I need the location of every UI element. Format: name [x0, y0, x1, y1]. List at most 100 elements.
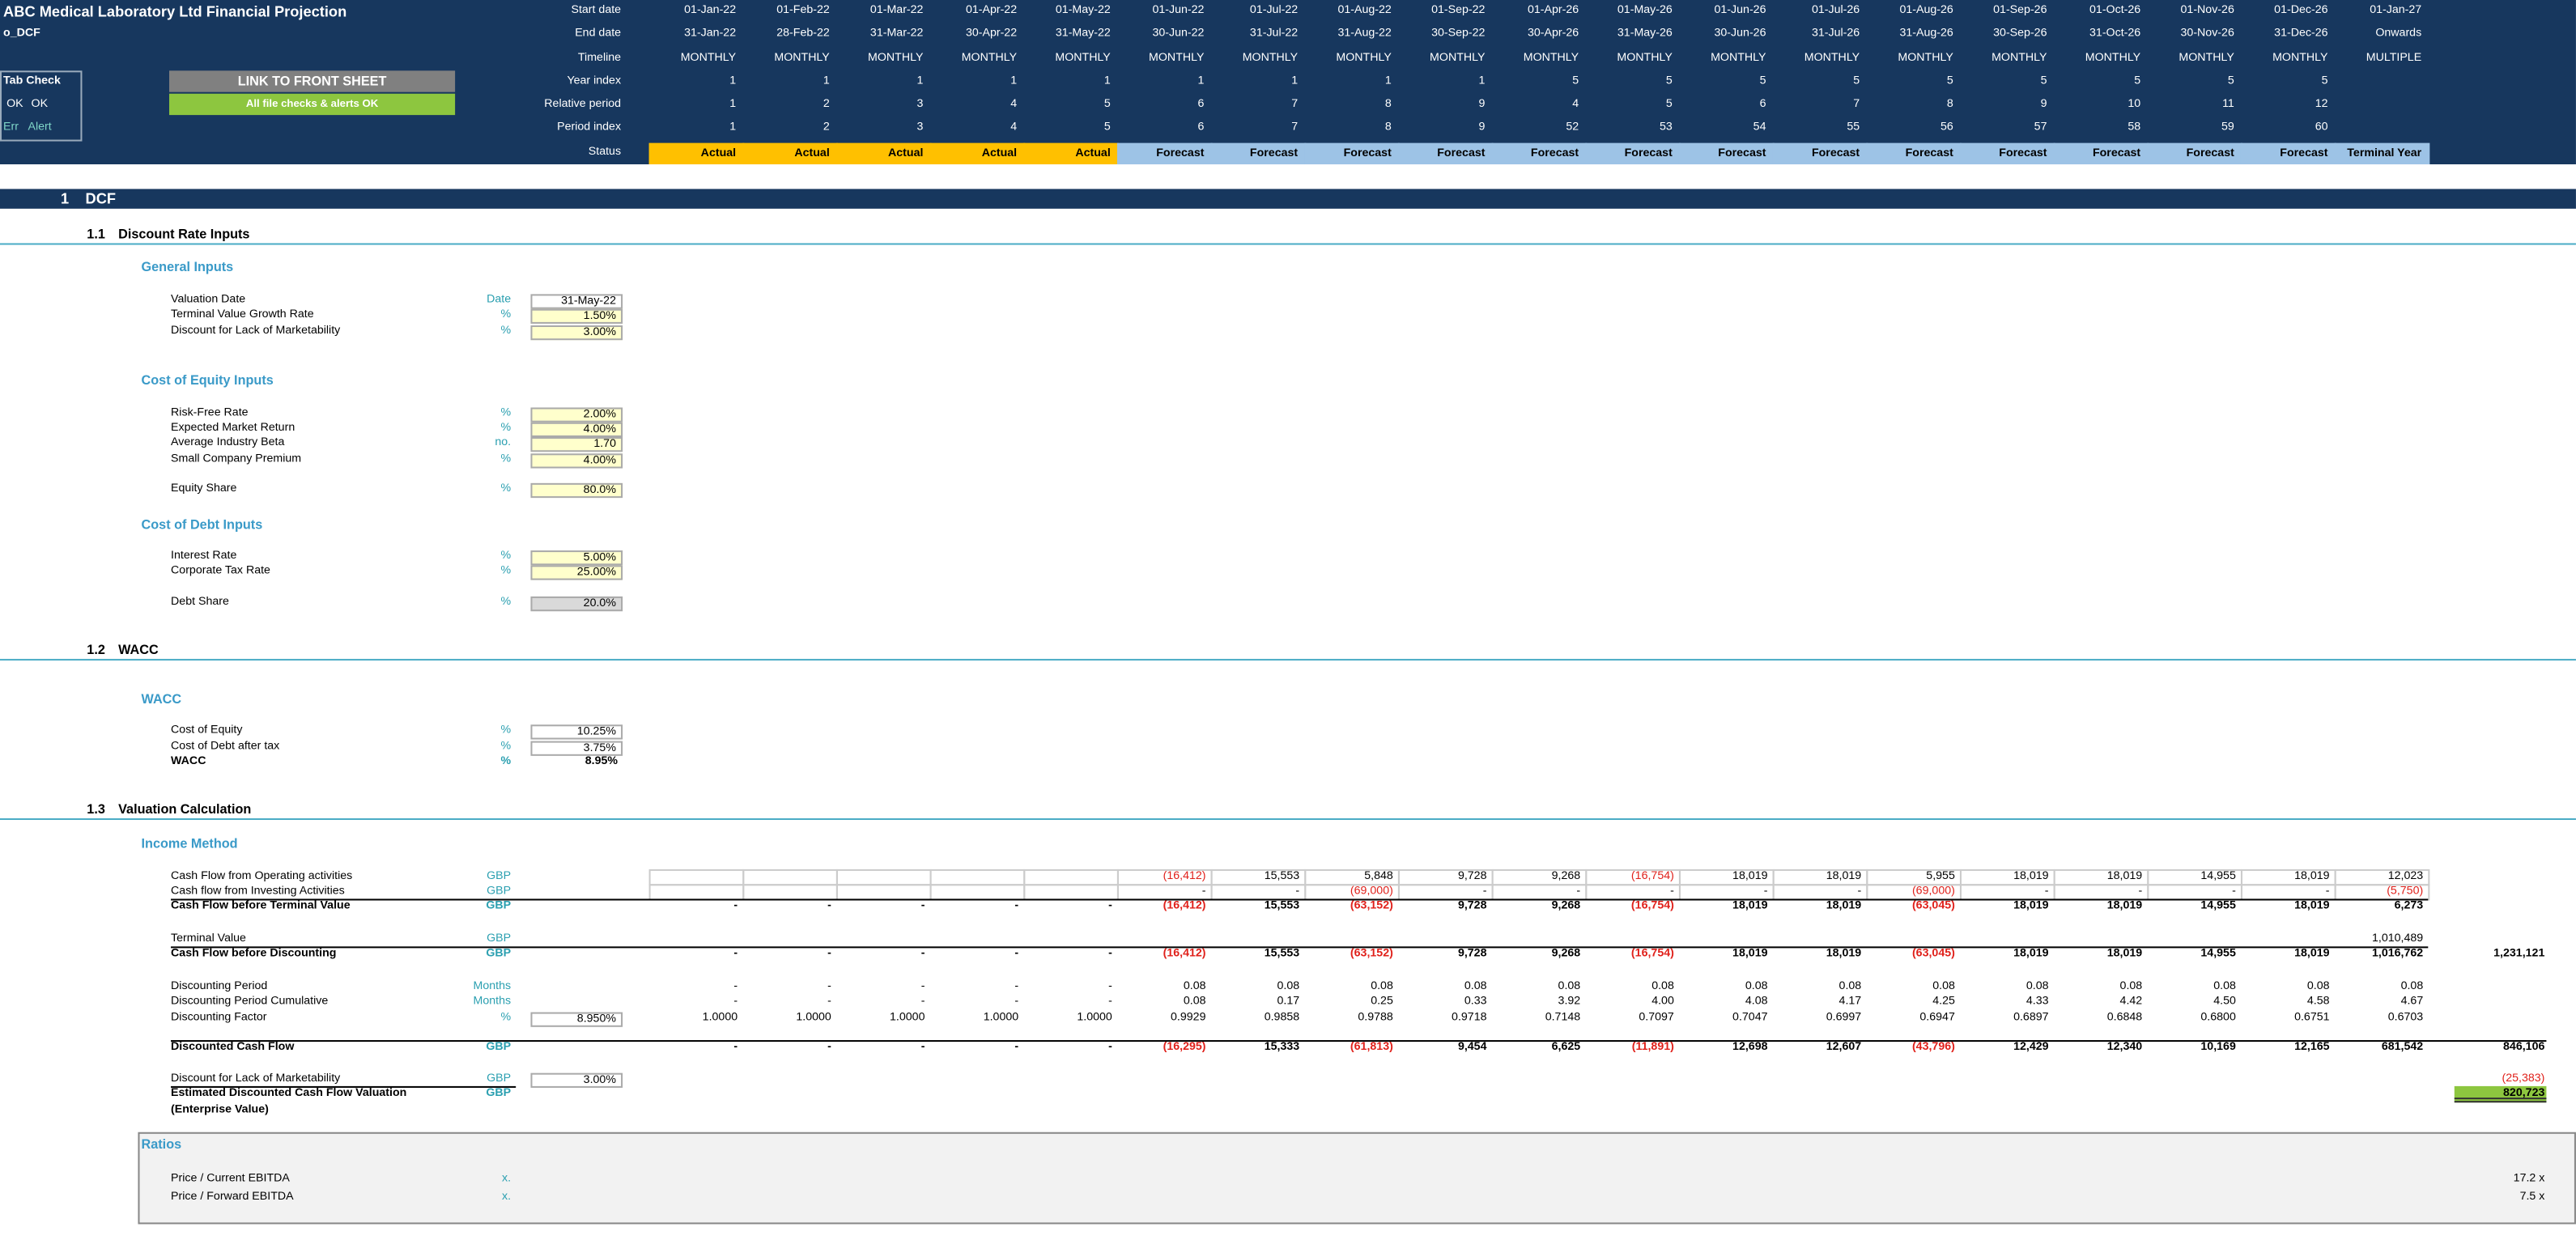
header-cell: 2 [823, 121, 830, 134]
header-cell: 1 [1010, 75, 1018, 87]
status-cell: Forecast [1678, 142, 1775, 165]
button[interactable]: All file checks & alerts OK [169, 93, 456, 116]
value-cell: 4.00 [1651, 996, 1674, 1008]
row-rule [171, 946, 2429, 949]
cell-border [1772, 868, 1868, 886]
value-cell: 0.17 [1277, 996, 1300, 1008]
value-cell: - [920, 948, 925, 960]
header-cell: 31-Aug-26 [1899, 28, 1953, 40]
cell-border [1023, 884, 1119, 901]
header-cell: 5 [1572, 75, 1579, 87]
value-cell: (16,412) [1163, 870, 1206, 883]
value-cell: - [920, 996, 925, 1008]
row-label: Discounting Factor [171, 1012, 267, 1024]
cell-border [835, 884, 932, 901]
header-cell: 01-Aug-26 [1899, 5, 1953, 17]
status-cell: Actual [1023, 142, 1119, 165]
value-cell: 12,023 [2387, 870, 2424, 883]
input-cell[interactable]: 31-May-22 [530, 293, 623, 309]
status-cell: Forecast [1116, 142, 1213, 165]
value-cell: 9,728 [1457, 900, 1487, 912]
input-cell[interactable]: 3.75% [530, 740, 623, 756]
input-cell[interactable]: 4.00% [530, 452, 623, 469]
status-cell: Forecast [1304, 142, 1400, 165]
header-cell: 7 [1291, 98, 1299, 111]
subsection-rule [0, 659, 2576, 661]
row-unit: % [500, 565, 512, 577]
cell-border [1678, 868, 1775, 886]
header-cell: 60 [2315, 121, 2328, 134]
input-cell[interactable]: 2.00% [530, 406, 623, 423]
value-cell: - [1108, 1042, 1112, 1054]
row-rule [171, 898, 2429, 901]
input-cell[interactable]: 80.0% [530, 482, 623, 499]
value-cell: (69,000) [1350, 885, 1393, 898]
value-cell: - [1670, 885, 1674, 898]
header-cell: MONTHLY [1336, 52, 1392, 65]
input-cell[interactable]: 20.0% [530, 595, 623, 612]
value-cell: 1.0000 [702, 1012, 738, 1024]
value-cell: - [920, 980, 925, 993]
value-cell: 1.0000 [983, 1012, 1019, 1024]
input-cell[interactable]: 4.00% [530, 421, 623, 438]
row-label: Terminal Value Growth Rate [171, 308, 314, 321]
cell-border [929, 868, 1026, 886]
input-cell[interactable]: 8.950% [530, 1011, 623, 1027]
row-label: Discounting Period Cumulative [171, 996, 329, 1008]
input-cell[interactable]: 10.25% [530, 724, 623, 740]
value-cell: 12,165 [2294, 1042, 2330, 1054]
row-unit: % [500, 482, 512, 495]
value-cell: 15,333 [1264, 1042, 1300, 1054]
status-cell: Actual [648, 142, 745, 165]
header-cell: 9 [1478, 121, 1486, 134]
header-cell: 4 [1010, 121, 1018, 134]
header-cell: 1 [1384, 75, 1392, 87]
row-label: Discounted Cash Flow [171, 1042, 295, 1054]
row-label: Cost of Equity [171, 724, 243, 737]
value-cell: 18,019 [2013, 948, 2049, 960]
header-cell: 01-Jan-22 [684, 5, 737, 17]
header-cell: 31-Dec-26 [2274, 28, 2328, 40]
input-cell[interactable]: 1.70 [530, 435, 623, 452]
input-cell: 8.95% [584, 754, 618, 767]
row-label: Cash flow from Investing Activities [171, 885, 345, 898]
input-cell[interactable]: 25.00% [530, 564, 623, 580]
header-row-label: Start date [571, 5, 622, 17]
cell-border [648, 884, 745, 901]
row-label: Small Company Premium [171, 453, 302, 465]
header-cell: 53 [1660, 121, 1673, 134]
value-cell: 18,019 [2294, 900, 2330, 912]
value-cell: 0.9788 [1358, 1012, 1393, 1024]
input-cell[interactable]: 3.00% [530, 1072, 623, 1088]
value-cell: 6,273 [2394, 900, 2424, 912]
value-cell: 18,019 [1826, 870, 1862, 883]
sheet-name: o_DCF [3, 28, 40, 40]
value-cell: 9,728 [1457, 870, 1487, 883]
group-heading: Income Method [141, 836, 238, 851]
sheet-title: ABC Medical Laboratory Ltd Financial Pro… [3, 3, 347, 20]
row-label: Interest Rate [171, 550, 237, 563]
value-cell: 4.67 [2400, 996, 2424, 1008]
value-cell: 4.33 [2026, 996, 2049, 1008]
header-cell: MULTIPLE [2366, 52, 2422, 65]
header-cell: MONTHLY [1711, 52, 1766, 65]
input-cell[interactable]: 1.50% [530, 308, 623, 324]
button[interactable]: LINK TO FRONT SHEET [169, 70, 456, 92]
input-cell[interactable]: 5.00% [530, 550, 623, 566]
header-cell: 8 [1384, 98, 1392, 111]
value-cell: 5,848 [1364, 870, 1393, 883]
value-cell: - [1108, 900, 1112, 912]
header-cell: MONTHLY [1523, 52, 1579, 65]
input-cell[interactable]: 3.00% [530, 324, 623, 341]
row-unit: Months [473, 980, 512, 993]
header-cell: 01-May-26 [1617, 5, 1673, 17]
header-cell: 01-Apr-22 [965, 5, 1018, 17]
value-cell: - [2325, 885, 2330, 898]
header-cell: 10 [2128, 98, 2141, 111]
row-label: Discounting Period [171, 980, 268, 993]
header-cell: 5 [2321, 75, 2328, 87]
header-cell: 1 [1478, 75, 1486, 87]
header-cell: 01-Feb-22 [776, 5, 830, 17]
value-cell: 1.0000 [890, 1012, 925, 1024]
value-cell: - [827, 980, 831, 993]
